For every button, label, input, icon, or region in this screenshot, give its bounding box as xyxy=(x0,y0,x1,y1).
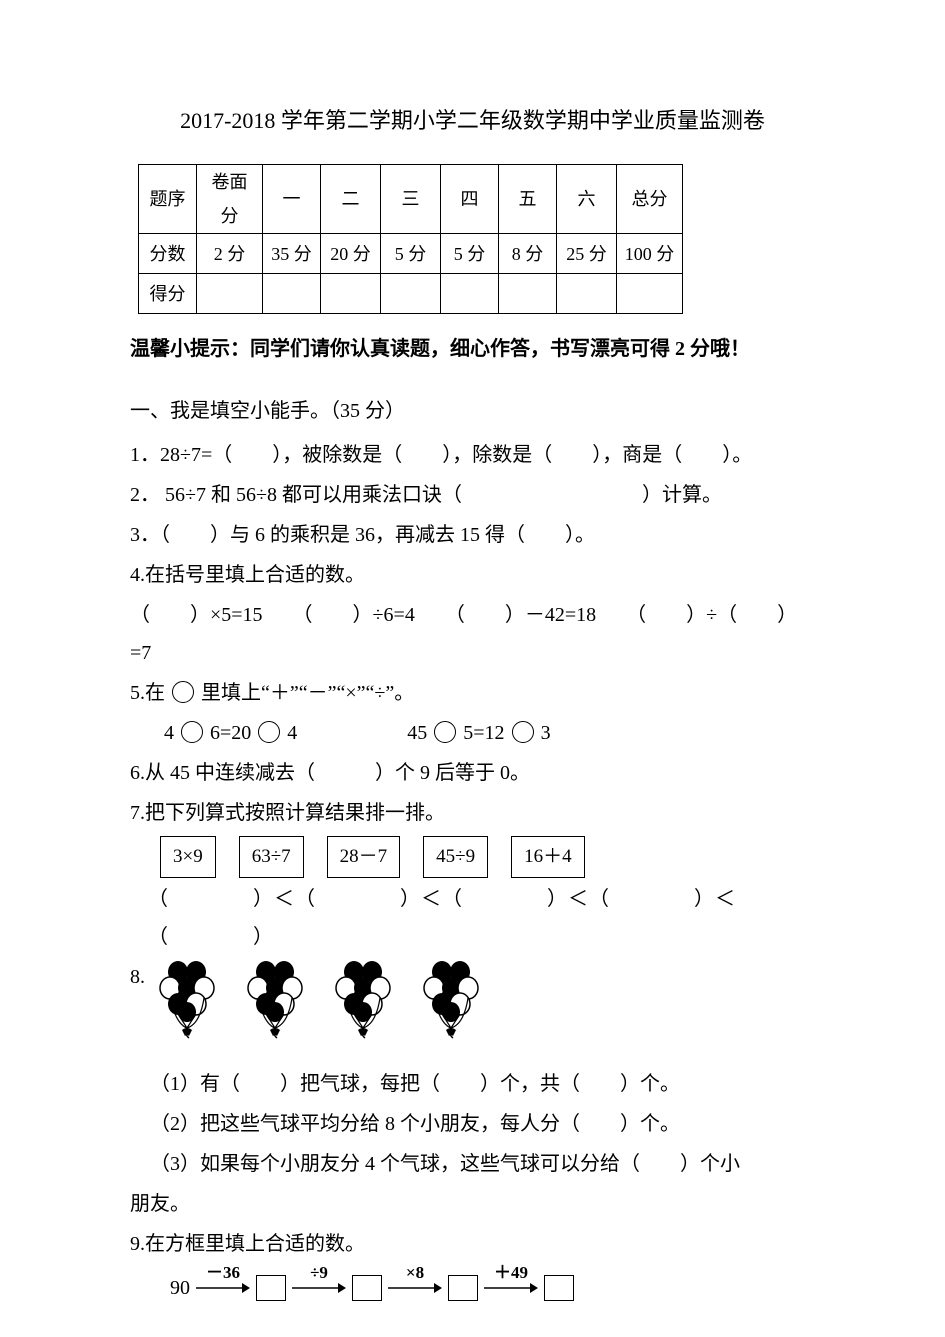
expr-box: 3×9 xyxy=(160,836,216,878)
th: 五 xyxy=(499,164,557,233)
td: 35 分 xyxy=(263,234,321,274)
circle-icon xyxy=(434,721,456,743)
th: 四 xyxy=(441,164,499,233)
flow-box xyxy=(256,1275,286,1301)
circle-icon xyxy=(512,721,534,743)
page-title: 2017-2018 学年第二学期小学二年级数学期中学业质量监测卷 xyxy=(130,100,815,142)
q8-sub2: （2）把这些气球平均分给 8 个小朋友，每人分（ ）个。 xyxy=(150,1105,815,1143)
expr-box: 63÷7 xyxy=(239,836,304,878)
q8-sub1: （1）有（ ）把气球，每把（ ）个，共（ ）个。 xyxy=(150,1065,815,1103)
q7-intro: 7.把下列算式按照计算结果排一排。 xyxy=(130,794,815,832)
q5-intro: 5.在 里填上“＋”“－”“×”“÷”。 xyxy=(130,674,815,712)
th: 三 xyxy=(381,164,441,233)
q2: 2． 56÷7 和 56÷8 都可以用乘法口诀（ ）计算。 xyxy=(130,476,815,514)
circle-icon xyxy=(258,721,280,743)
expr-box: 16＋4 xyxy=(511,836,585,878)
circle-icon xyxy=(181,721,203,743)
th: 卷面分 xyxy=(197,164,263,233)
flow-box xyxy=(352,1275,382,1301)
td: 5 分 xyxy=(441,234,499,274)
section-1-title: 一、我是填空小能手。（35 分） xyxy=(130,392,815,430)
q9-flow: 90 －36 ÷9 ×8 ＋49 xyxy=(170,1269,815,1307)
th: 二 xyxy=(321,164,381,233)
balloon-icon xyxy=(420,958,484,1055)
td: 5 分 xyxy=(381,234,441,274)
q4-exprs: （ ）×5=15 （ ）÷6=4 （ ）－42=18 （ ）÷（ ）=7 xyxy=(130,596,815,672)
table-row: 得分 xyxy=(139,274,683,314)
hint-prefix: 温馨小提示：同学们请你认真读题，细心作答，书写漂亮可得 xyxy=(130,338,675,360)
td: 100 分 xyxy=(617,234,683,274)
balloon-icon xyxy=(156,958,220,1055)
q8-sub3: （3）如果每个小朋友分 4 个气球，这些气球可以分给（ ）个小 xyxy=(150,1145,815,1183)
hint-num: 2 xyxy=(675,338,685,360)
q7-boxes: 3×9 63÷7 28－7 45÷9 16＋4 xyxy=(160,836,815,878)
th: 题序 xyxy=(139,164,197,233)
expr-box: 28－7 xyxy=(327,836,401,878)
table-row: 题序卷面分一二三四五六总分 xyxy=(139,164,683,233)
q1: 1．28÷7=（ ），被除数是（ ），除数是（ ），商是（ ）。 xyxy=(130,436,815,474)
q8-sub3b: 朋友。 xyxy=(130,1185,815,1223)
score-table: 题序卷面分一二三四五六总分 分数2 分35 分20 分5 分5 分8 分25 分… xyxy=(138,164,683,314)
arrow-icon: －36 xyxy=(196,1275,250,1301)
flow-start: 90 xyxy=(170,1269,190,1307)
expr-box: 45÷9 xyxy=(423,836,488,878)
hint-text: 温馨小提示：同学们请你认真读题，细心作答，书写漂亮可得 2 分哦！ xyxy=(130,330,815,368)
q6: 6.从 45 中连续减去（ ）个 9 后等于 0。 xyxy=(130,754,815,792)
circle-icon xyxy=(172,681,194,703)
flow-box xyxy=(544,1275,574,1301)
flow-box xyxy=(448,1275,478,1301)
q8-label: 8. xyxy=(130,966,145,988)
th: 六 xyxy=(557,164,617,233)
table-row: 分数2 分35 分20 分5 分5 分8 分25 分100 分 xyxy=(139,234,683,274)
td: 2 分 xyxy=(197,234,263,274)
td: 分数 xyxy=(139,234,197,274)
arrow-icon: ÷9 xyxy=(292,1275,346,1301)
q3: 3．（ ）与 6 的乘积是 36，再减去 15 得（ ）。 xyxy=(130,516,815,554)
q8-balloons: 8. xyxy=(130,958,815,1055)
td: 8 分 xyxy=(499,234,557,274)
td: 得分 xyxy=(139,274,197,314)
q7-compare: （ ）＜（ ）＜（ ）＜（ ）＜（ ） xyxy=(148,880,815,956)
arrow-icon: ×8 xyxy=(388,1275,442,1301)
balloon-icon xyxy=(244,958,308,1055)
balloon-icon xyxy=(332,958,396,1055)
th: 一 xyxy=(263,164,321,233)
arrow-icon: ＋49 xyxy=(484,1275,538,1301)
hint-suffix: 分哦！ xyxy=(685,338,750,360)
th: 总分 xyxy=(617,164,683,233)
td: 25 分 xyxy=(557,234,617,274)
q4-intro: 4.在括号里填上合适的数。 xyxy=(130,556,815,594)
q5-row: 4 6=20 4 45 5=12 3 xyxy=(164,714,815,752)
td: 20 分 xyxy=(321,234,381,274)
